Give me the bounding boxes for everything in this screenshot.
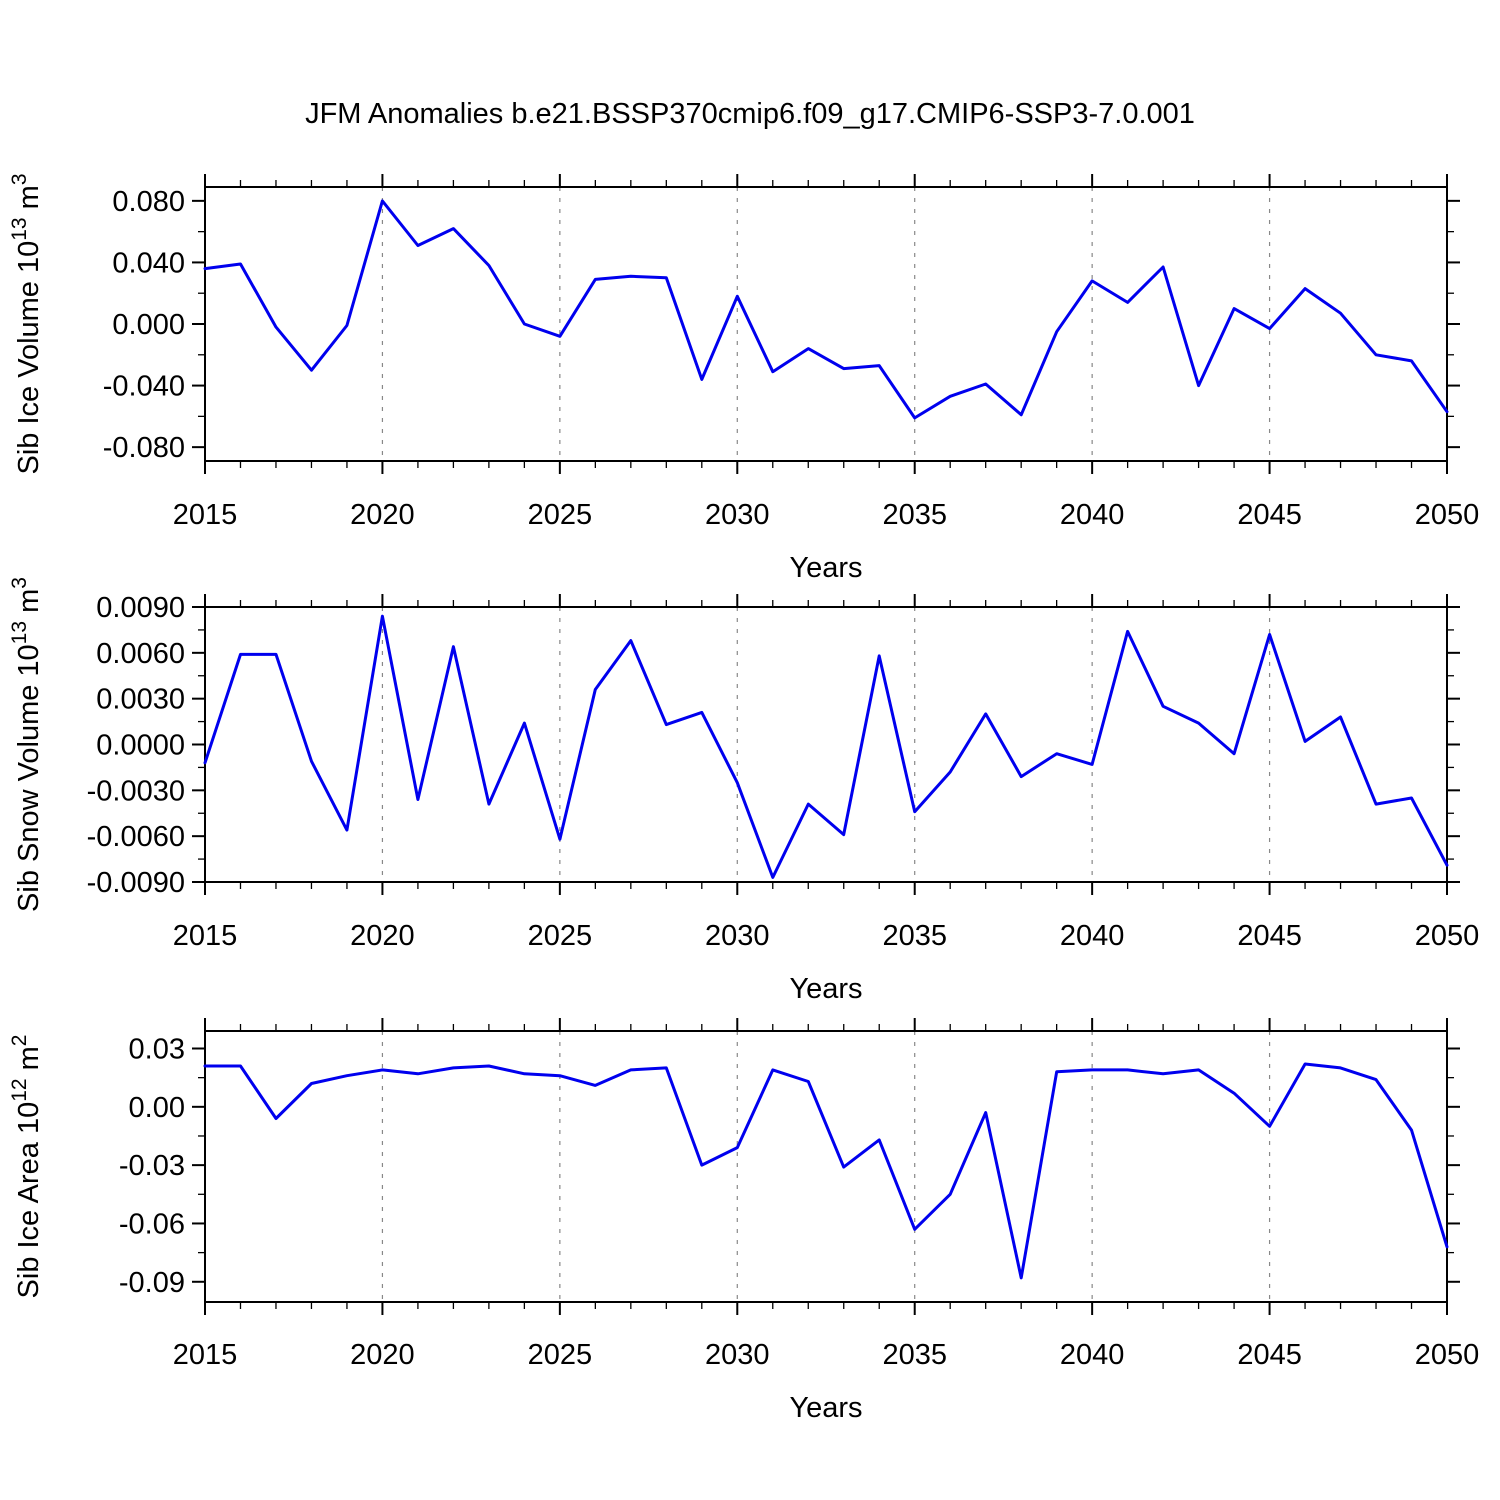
data-line bbox=[203, 1062, 1449, 1280]
y-tick-label: 0.0030 bbox=[96, 684, 185, 716]
y-tick-label: 0.0000 bbox=[96, 730, 185, 762]
x-tick-label: 2035 bbox=[882, 1339, 947, 1371]
x-tick-label: 2050 bbox=[1415, 1339, 1480, 1371]
x-tick-label: 2045 bbox=[1237, 920, 1302, 952]
y-tick-label: 0.03 bbox=[129, 1033, 185, 1065]
y-tick-label: -0.040 bbox=[103, 371, 185, 403]
y-tick-label: -0.06 bbox=[119, 1208, 185, 1240]
y-tick-label: 0.040 bbox=[112, 247, 185, 279]
y-tick-label: 0.000 bbox=[112, 309, 185, 341]
y-tick-label: -0.09 bbox=[119, 1267, 185, 1299]
x-tick-label: 2025 bbox=[528, 1339, 593, 1371]
plot-frame bbox=[204, 186, 1448, 462]
y-tick-label: -0.080 bbox=[103, 432, 185, 464]
x-tick-label: 2050 bbox=[1415, 920, 1480, 952]
y-tick-label: 0.080 bbox=[112, 186, 185, 218]
x-tick-label: 2045 bbox=[1237, 499, 1302, 531]
superscript: 13 bbox=[8, 621, 31, 644]
superscript: 2 bbox=[8, 1035, 31, 1047]
superscript: 12 bbox=[8, 1078, 31, 1101]
superscript: 13 bbox=[8, 217, 31, 240]
x-tick-label: 2015 bbox=[173, 499, 238, 531]
x-tick-label: 2040 bbox=[1060, 499, 1125, 531]
x-tick-label: 2050 bbox=[1415, 499, 1480, 531]
x-tick-label: 2040 bbox=[1060, 1339, 1125, 1371]
plot-frame bbox=[204, 1030, 1448, 1303]
x-tick-label: 2020 bbox=[350, 499, 415, 531]
axis-title-y: Sib Ice Area 1012 m2 bbox=[8, 1035, 45, 1299]
x-tick-label: 2040 bbox=[1060, 920, 1125, 952]
x-tick-label: 2045 bbox=[1237, 1339, 1302, 1371]
x-tick-label: 2020 bbox=[350, 920, 415, 952]
y-tick-label: 0.00 bbox=[129, 1092, 185, 1124]
x-tick-label: 2025 bbox=[528, 499, 593, 531]
superscript: 3 bbox=[8, 173, 31, 185]
x-tick-label: 2030 bbox=[705, 920, 770, 952]
superscript: 3 bbox=[8, 577, 31, 589]
axis-title-x: Years bbox=[789, 552, 862, 584]
x-tick-label: 2035 bbox=[882, 499, 947, 531]
y-tick-label: -0.0090 bbox=[87, 867, 185, 899]
axis-title-y: Sib Ice Volume 1013 m3 bbox=[8, 173, 45, 474]
axis-title-x: Years bbox=[789, 973, 862, 1005]
x-tick-label: 2025 bbox=[528, 920, 593, 952]
y-tick-label: -0.0030 bbox=[87, 775, 185, 807]
x-tick-label: 2020 bbox=[350, 1339, 415, 1371]
y-tick-label: 0.0060 bbox=[96, 638, 185, 670]
y-tick-label: -0.0060 bbox=[87, 821, 185, 853]
x-tick-label: 2035 bbox=[882, 920, 947, 952]
axis-title-x: Years bbox=[789, 1392, 862, 1424]
axis-title-y: Sib Snow Volume 1013 m3 bbox=[8, 577, 45, 912]
data-line bbox=[203, 614, 1449, 879]
y-tick-label: -0.03 bbox=[119, 1150, 185, 1182]
x-tick-label: 2015 bbox=[173, 1339, 238, 1371]
chart-title: JFM Anomalies b.e21.BSSP370cmip6.f09_g17… bbox=[305, 98, 1195, 130]
x-tick-label: 2030 bbox=[705, 499, 770, 531]
x-tick-label: 2030 bbox=[705, 1339, 770, 1371]
plot-frame bbox=[204, 606, 1448, 883]
data-line bbox=[203, 199, 1449, 420]
y-tick-label: 0.0090 bbox=[96, 592, 185, 624]
x-tick-label: 2015 bbox=[173, 920, 238, 952]
